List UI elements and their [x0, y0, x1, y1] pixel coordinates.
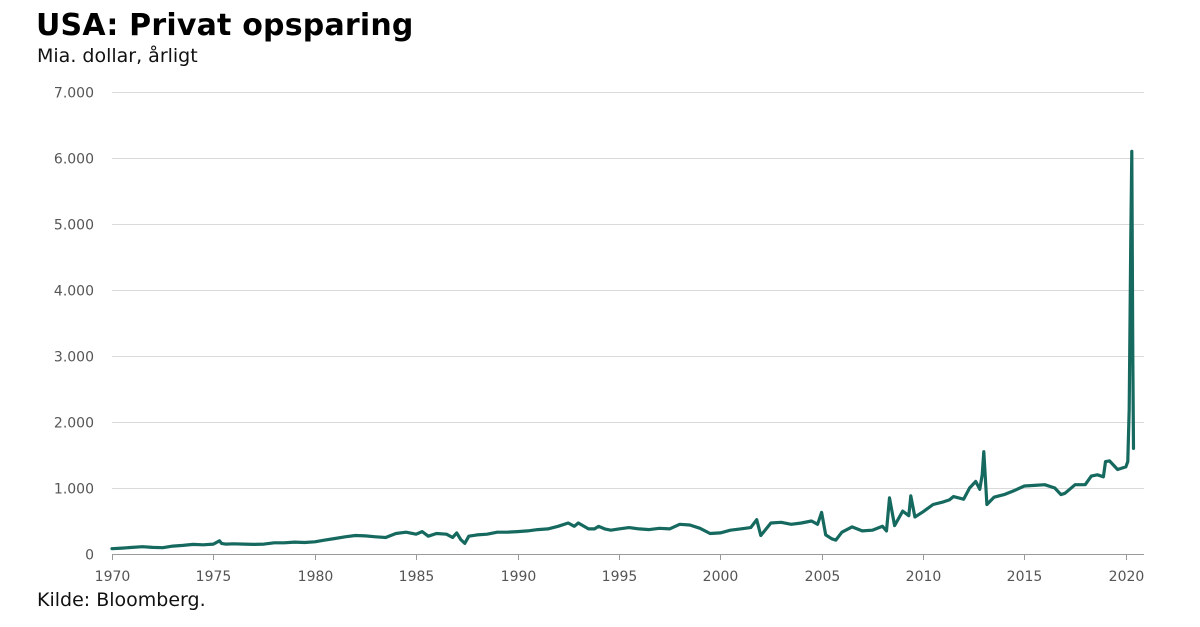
x-tick-label: 2010 [906, 569, 942, 585]
source-note: Kilde: Bloomberg. [37, 589, 206, 611]
y-tick-label: 2.000 [54, 416, 94, 432]
x-tick-label: 1980 [298, 569, 334, 585]
gridlines [112, 92, 1144, 489]
chart-subtitle: Mia. dollar, årligt [37, 45, 198, 67]
chart-title: USA: Privat opsparing [36, 8, 414, 43]
x-tick-label: 2000 [703, 569, 739, 585]
series-layer [110, 149, 1136, 551]
x-tick-label: 1970 [95, 569, 131, 585]
y-tick-label: 1.000 [54, 482, 94, 498]
x-tick-label: 2015 [1007, 569, 1043, 585]
x-tick-label: 1990 [501, 569, 537, 585]
x-axis: 1970 1975 1980 1985 1990 1995 2000 2005 2010 2015… [95, 554, 1145, 585]
series-line [110, 149, 1136, 551]
x-tick-label: 1985 [399, 569, 435, 585]
x-tick-label: 1975 [196, 569, 232, 585]
y-tick-label: 5.000 [54, 218, 94, 234]
y-tick-label: 7.000 [54, 86, 94, 102]
y-tick-label: 0 [85, 548, 94, 564]
x-tick-label: 2020 [1109, 569, 1145, 585]
x-tick-label: 2005 [805, 569, 841, 585]
y-tick-label: 6.000 [54, 152, 94, 168]
y-tick-label: 4.000 [54, 284, 94, 300]
x-tick-label: 1995 [602, 569, 638, 585]
y-axis-labels: 0 1.000 2.000 3.000 4.000 5.000 6.000 7.000 [54, 86, 94, 564]
y-tick-label: 3.000 [54, 350, 94, 366]
